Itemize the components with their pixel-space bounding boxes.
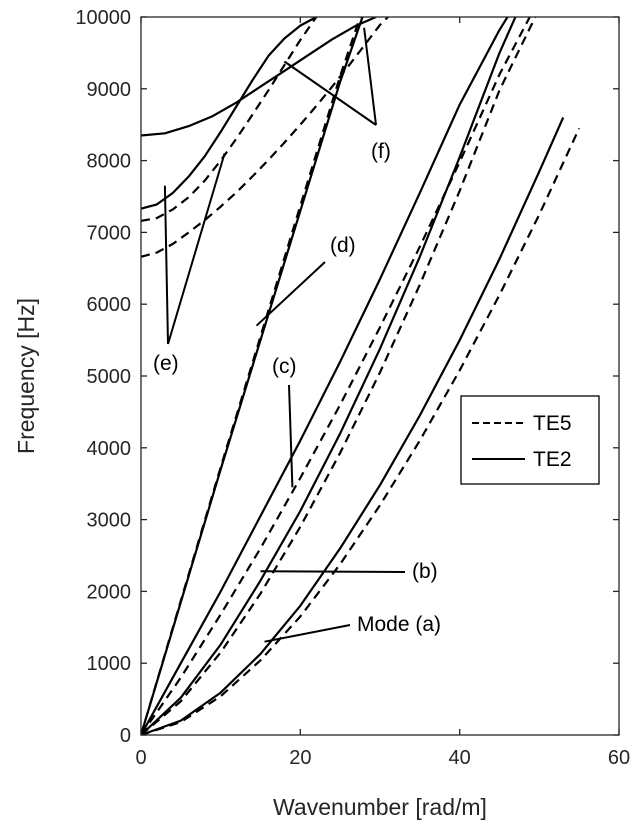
series-group <box>141 17 581 735</box>
legend-label-te5: TE5 <box>533 412 572 435</box>
legend-label-te2: TE2 <box>533 448 572 471</box>
legend-box <box>460 395 600 485</box>
annotation-mode-f: (f) <box>371 140 391 163</box>
series-line-mode-b-te2 <box>141 17 517 735</box>
series-line-mode-b-te5 <box>141 17 537 735</box>
y-tick-label: 2000 <box>87 581 132 603</box>
y-axis-ticks: 0 1000 2000 3000 4000 5000 6000 7000 8000 9000 100… <box>75 7 619 747</box>
annotation-mode-a: Mode (a) <box>357 613 441 636</box>
x-tick-label: 60 <box>608 747 630 769</box>
x-axis-label: Wavenumber [rad/m] <box>273 794 487 820</box>
series-line-mode-e-te2 <box>141 17 317 210</box>
legend: TE5 TE2 <box>460 395 600 485</box>
y-tick-label: 4000 <box>87 438 132 460</box>
series-line-mode-e-te5 <box>141 17 389 258</box>
annotation-leader-line <box>363 27 377 126</box>
annotation-leader-line <box>163 185 169 345</box>
series-line-mode-a-te2 <box>141 117 565 735</box>
y-tick-label: 10000 <box>75 7 131 29</box>
series-line-mode-f-te2 <box>141 17 377 137</box>
annotation-mode-b: (b) <box>412 560 438 583</box>
y-tick-label: 9000 <box>87 79 132 101</box>
series-line-mode-a-te5 <box>141 127 581 735</box>
annotation-mode-e: (e) <box>153 352 179 375</box>
annotation-leaders <box>163 27 406 643</box>
y-tick-label: 3000 <box>87 510 132 532</box>
annotation-mode-d: (d) <box>330 234 356 257</box>
y-axis-label: Frequency [Hz] <box>13 298 39 454</box>
annotation-leader-line <box>288 384 294 488</box>
y-tick-label: 5000 <box>87 366 132 388</box>
annotation-leader-line <box>260 570 406 573</box>
annotation-leader-line <box>255 261 326 327</box>
plot-area: 0 1000 2000 3000 4000 5000 6000 7000 8000 9000 100… <box>75 7 630 769</box>
series-line-mode-e-te5 <box>141 17 318 222</box>
y-tick-label: 8000 <box>87 151 132 173</box>
x-tick-label: 0 <box>135 747 146 769</box>
y-tick-label: 0 <box>120 725 131 747</box>
annotation-leader-line <box>264 624 351 643</box>
y-tick-label: 1000 <box>87 653 132 675</box>
annotation-mode-c: (c) <box>272 355 297 378</box>
y-tick-label: 7000 <box>87 222 132 244</box>
annotation-leader-line <box>167 153 226 345</box>
annotation-labels: Mode (a) (b) (c) (d) (e) (f) <box>153 140 441 636</box>
series-line-mode-d-te5 <box>141 17 362 735</box>
x-tick-label: 40 <box>449 747 471 769</box>
x-tick-label: 20 <box>289 747 311 769</box>
series-line-mode-c-te2 <box>141 17 509 735</box>
x-axis-ticks: 0 20 40 60 <box>135 17 630 769</box>
annotation-leader-line <box>283 60 377 126</box>
y-tick-label: 6000 <box>87 294 132 316</box>
